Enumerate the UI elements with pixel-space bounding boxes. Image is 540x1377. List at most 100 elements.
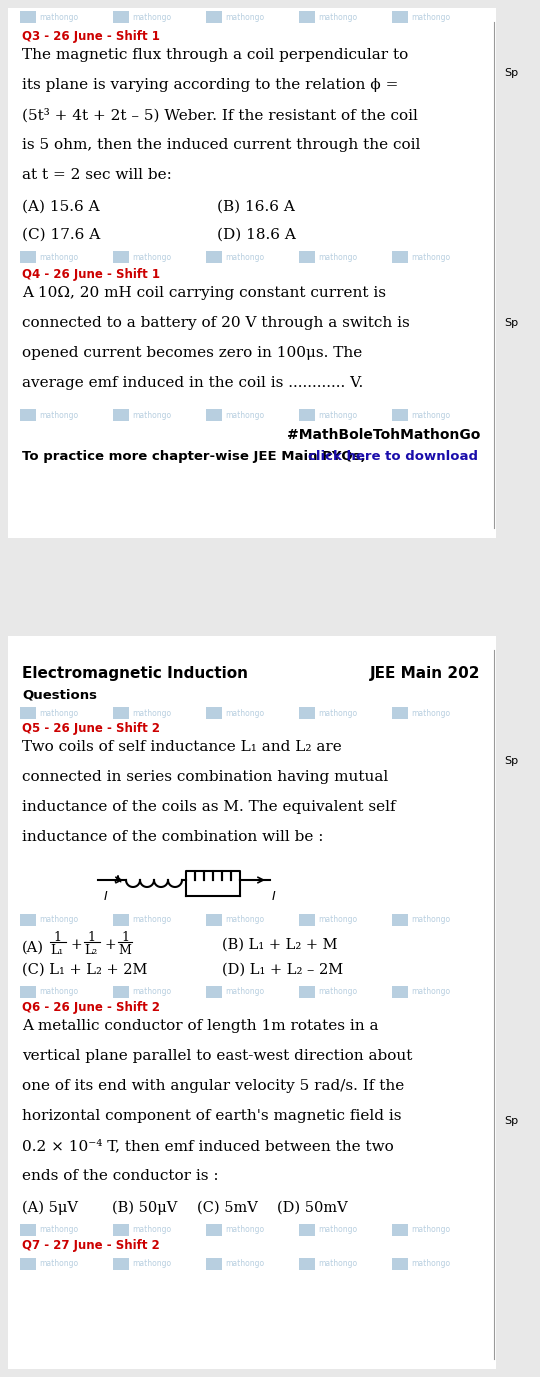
Text: mathongo: mathongo [39, 916, 78, 924]
Text: its plane is varying according to the relation ϕ =: its plane is varying according to the re… [22, 78, 399, 92]
Text: average emf induced in the coil is ............ V.: average emf induced in the coil is .....… [22, 376, 363, 390]
Bar [206, 706, 222, 719]
Text: The magnetic flux through a coil perpendicular to: The magnetic flux through a coil perpend… [22, 48, 408, 62]
Bar [20, 11, 36, 23]
Bar [299, 251, 315, 263]
Bar [299, 11, 315, 23]
Text: mathongo: mathongo [411, 1226, 450, 1235]
Text: vertical plane parallel to east-west direction about: vertical plane parallel to east-west dir… [22, 1049, 413, 1063]
Text: JEE Main 202: JEE Main 202 [369, 666, 480, 682]
Text: is 5 ohm, then the induced current through the coil: is 5 ohm, then the induced current throu… [22, 138, 420, 151]
Text: mathongo: mathongo [225, 12, 264, 22]
Text: L₁: L₁ [50, 945, 63, 957]
Bar [113, 1224, 129, 1237]
Text: mathongo: mathongo [39, 410, 78, 420]
Text: (D) 50mV: (D) 50mV [277, 1201, 348, 1215]
Bar [113, 1259, 129, 1270]
Text: M: M [118, 945, 131, 957]
Text: To practice more chapter-wise JEE Main PYQs,: To practice more chapter-wise JEE Main P… [22, 450, 370, 463]
Text: +: + [104, 938, 116, 952]
Bar [8, 636, 496, 1369]
Text: one of its end with angular velocity 5 rad/s. If the: one of its end with angular velocity 5 r… [22, 1080, 404, 1093]
Text: mathongo: mathongo [411, 252, 450, 262]
Bar [20, 251, 36, 263]
Text: L₂: L₂ [84, 945, 97, 957]
Bar [113, 409, 129, 421]
Bar [299, 986, 315, 998]
Text: mathongo: mathongo [411, 987, 450, 997]
Text: Sp: Sp [504, 1115, 518, 1126]
Bar [20, 1224, 36, 1237]
Bar [392, 1224, 408, 1237]
Bar [392, 914, 408, 925]
Text: ends of the conductor is :: ends of the conductor is : [22, 1169, 219, 1183]
Text: mathongo: mathongo [132, 410, 171, 420]
Text: 1: 1 [53, 931, 61, 945]
Text: mathongo: mathongo [318, 1226, 357, 1235]
Text: (C) 17.6 A: (C) 17.6 A [22, 229, 100, 242]
Text: mathongo: mathongo [225, 987, 264, 997]
Bar [392, 11, 408, 23]
Text: mathongo: mathongo [225, 1260, 264, 1268]
Text: mathongo: mathongo [39, 12, 78, 22]
Text: Q4 - 26 June - Shift 1: Q4 - 26 June - Shift 1 [22, 269, 160, 281]
Bar [299, 1224, 315, 1237]
Bar [299, 409, 315, 421]
Text: (D) 18.6 A: (D) 18.6 A [217, 229, 296, 242]
Text: click here to download: click here to download [308, 450, 478, 463]
Text: (A): (A) [22, 940, 44, 956]
Text: 1: 1 [87, 931, 95, 945]
Text: (A) 15.6 A: (A) 15.6 A [22, 200, 99, 213]
Bar [20, 914, 36, 925]
Text: at t = 2 sec will be:: at t = 2 sec will be: [22, 168, 172, 182]
Text: Electromagnetic Induction: Electromagnetic Induction [22, 666, 248, 682]
Text: mathongo: mathongo [132, 1260, 171, 1268]
Text: mathongo: mathongo [411, 12, 450, 22]
Text: mathongo: mathongo [225, 410, 264, 420]
Text: (C) L₁ + L₂ + 2M: (C) L₁ + L₂ + 2M [22, 963, 147, 978]
Text: mathongo: mathongo [39, 252, 78, 262]
Bar [299, 706, 315, 719]
Text: mathongo: mathongo [411, 410, 450, 420]
Bar [392, 706, 408, 719]
Bar [20, 706, 36, 719]
Text: A metallic conductor of length 1m rotates in a: A metallic conductor of length 1m rotate… [22, 1019, 379, 1033]
Text: A 10Ω, 20 mH coil carrying constant current is: A 10Ω, 20 mH coil carrying constant curr… [22, 286, 386, 300]
Text: connected to a battery of 20 V through a switch is: connected to a battery of 20 V through a… [22, 315, 410, 330]
Bar [113, 986, 129, 998]
Text: (B) 50μV: (B) 50μV [112, 1201, 177, 1216]
Text: mathongo: mathongo [318, 12, 357, 22]
Text: Sp: Sp [504, 318, 518, 328]
Text: mathongo: mathongo [39, 709, 78, 717]
Bar [392, 409, 408, 421]
Text: Two coils of self inductance L₁ and L₂ are: Two coils of self inductance L₁ and L₂ a… [22, 739, 342, 755]
Text: (B) 16.6 A: (B) 16.6 A [217, 200, 295, 213]
Bar [206, 251, 222, 263]
Bar [206, 11, 222, 23]
Bar [206, 986, 222, 998]
Text: (C) 5mV: (C) 5mV [197, 1201, 258, 1215]
Text: mathongo: mathongo [318, 709, 357, 717]
Text: 1: 1 [121, 931, 129, 945]
Text: Sp: Sp [504, 756, 518, 766]
Bar [20, 986, 36, 998]
Text: (5t³ + 4t + 2t – 5) Weber. If the resistant of the coil: (5t³ + 4t + 2t – 5) Weber. If the resist… [22, 107, 418, 123]
Text: (A) 5μV: (A) 5μV [22, 1201, 78, 1216]
Text: inductance of the combination will be :: inductance of the combination will be : [22, 830, 323, 844]
Text: mathongo: mathongo [39, 987, 78, 997]
Bar [8, 8, 496, 538]
Text: opened current becomes zero in 100μs. The: opened current becomes zero in 100μs. Th… [22, 346, 362, 359]
Text: mathongo: mathongo [411, 1260, 450, 1268]
Text: mathongo: mathongo [225, 916, 264, 924]
Bar [113, 706, 129, 719]
Text: (B) L₁ + L₂ + M: (B) L₁ + L₂ + M [222, 938, 338, 952]
Text: mathongo: mathongo [225, 709, 264, 717]
Bar [113, 914, 129, 925]
Bar [206, 914, 222, 925]
Text: horizontal component of earth's magnetic field is: horizontal component of earth's magnetic… [22, 1108, 402, 1124]
Text: Q5 - 26 June - Shift 2: Q5 - 26 June - Shift 2 [22, 722, 160, 735]
Bar [392, 986, 408, 998]
Bar [299, 1259, 315, 1270]
Text: #MathBoleTohMathonGo: #MathBoleTohMathonGo [287, 428, 480, 442]
Bar [20, 1259, 36, 1270]
